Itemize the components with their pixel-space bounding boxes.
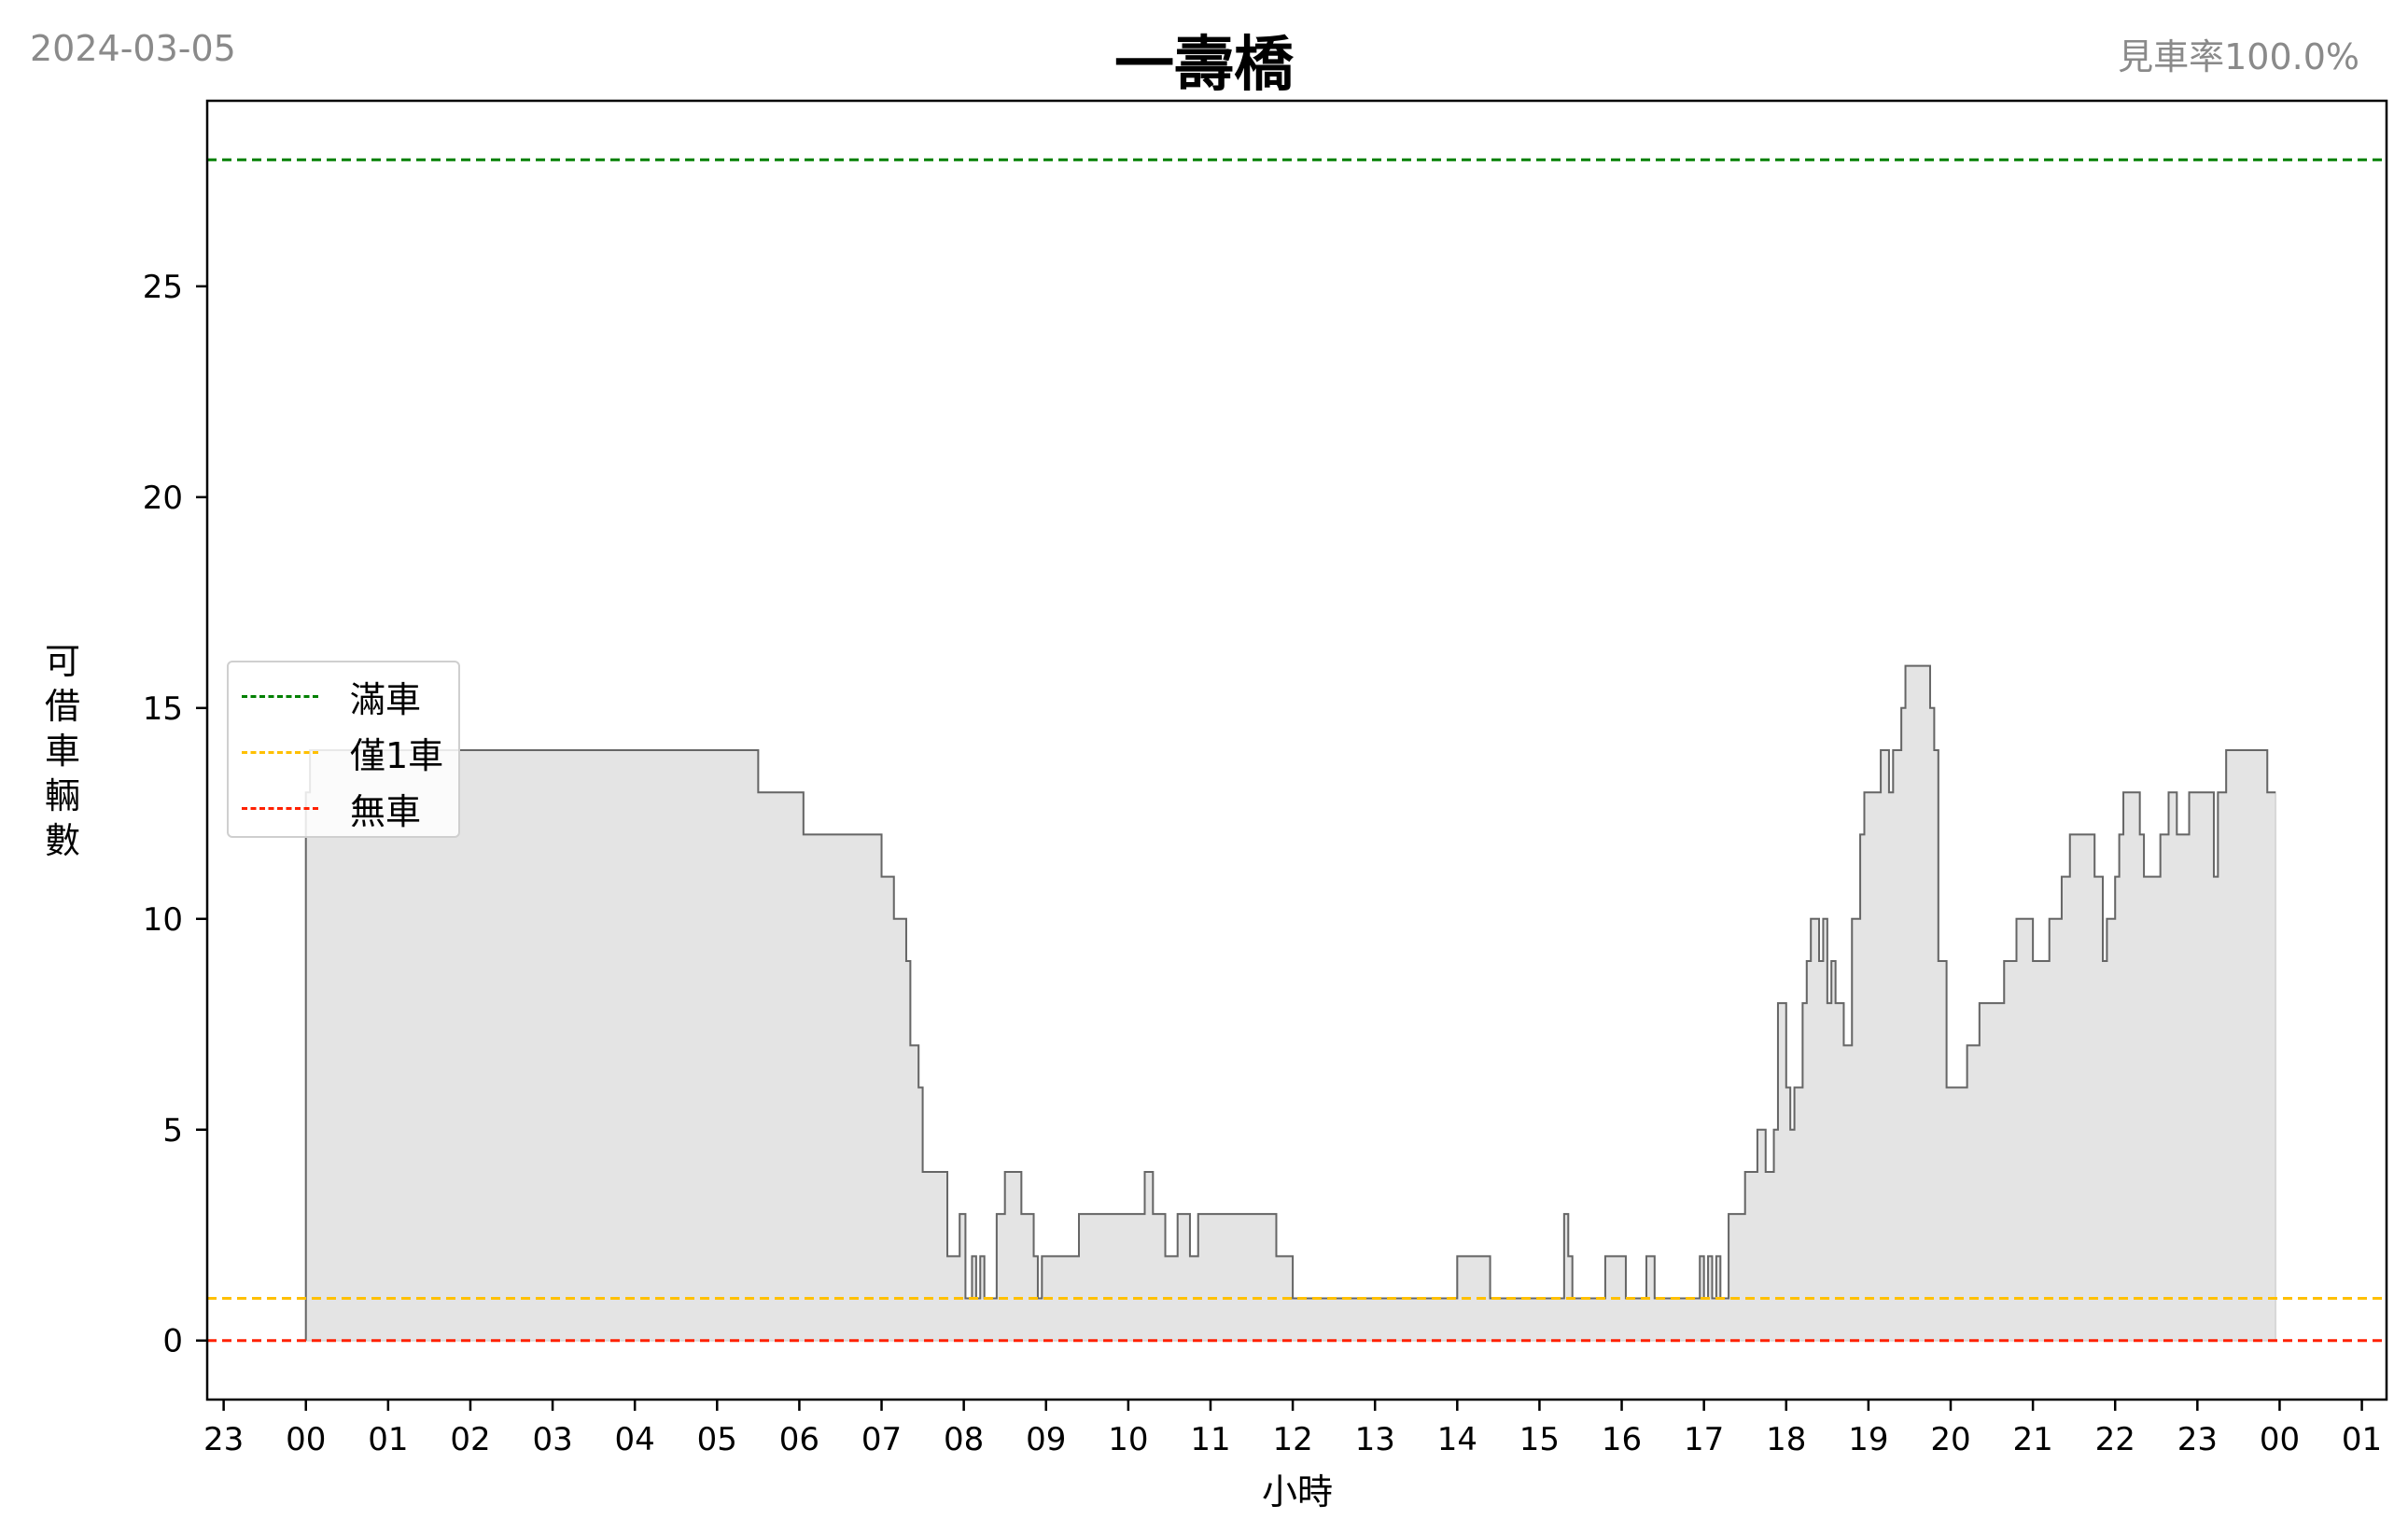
y-axis-label-char: 可 (44, 641, 80, 682)
x-tick-label: 16 (1602, 1421, 1642, 1458)
x-tick-label: 15 (1519, 1421, 1560, 1458)
x-tick-label: 09 (1026, 1421, 1066, 1458)
legend-label-one: 僅1車 (350, 734, 444, 776)
x-tick-label: 17 (1684, 1421, 1724, 1458)
x-tick-label: 00 (286, 1421, 326, 1458)
y-tick-label: 5 (162, 1112, 183, 1150)
y-axis-label-char: 借 (44, 686, 80, 727)
x-tick-label: 21 (2012, 1421, 2052, 1458)
x-tick-label: 08 (944, 1421, 984, 1458)
legend: 滿車 僅1車 無車 (227, 661, 460, 838)
x-tick-label: 23 (203, 1421, 244, 1458)
legend-label-full: 滿車 (350, 678, 422, 720)
y-tick-label: 0 (162, 1323, 183, 1360)
x-tick-label: 13 (1355, 1421, 1395, 1458)
x-tick-label: 22 (2095, 1421, 2135, 1458)
y-tick-label: 10 (143, 901, 183, 939)
y-tick-label: 25 (143, 269, 183, 306)
x-tick-label: 14 (1437, 1421, 1477, 1458)
y-tick-label: 15 (143, 690, 183, 728)
x-tick-label: 02 (450, 1421, 490, 1458)
x-tick-label: 00 (2260, 1421, 2300, 1458)
y-axis-label-char: 輛 (44, 775, 80, 816)
legend-swatch-full (242, 694, 318, 698)
legend-item-empty: 無車 (242, 782, 421, 834)
x-tick-label: 01 (368, 1421, 408, 1458)
x-tick-label: 05 (697, 1421, 737, 1458)
x-tick-label: 01 (2342, 1421, 2382, 1458)
legend-swatch-one (242, 750, 318, 754)
legend-swatch-empty (242, 806, 318, 810)
x-tick-label: 10 (1108, 1421, 1148, 1458)
x-tick-label: 03 (532, 1421, 572, 1458)
chart-title: 一壽橋 (1114, 31, 1294, 100)
x-tick-label: 18 (1766, 1421, 1806, 1458)
availability-rate: 見車率100.0% (2118, 36, 2359, 77)
x-tick-label: 20 (1930, 1421, 1970, 1458)
x-tick-label: 19 (1848, 1421, 1888, 1458)
date-label: 2024-03-05 (30, 28, 236, 69)
x-tick-label: 23 (2177, 1421, 2218, 1458)
legend-item-full: 滿車 (242, 670, 421, 722)
y-tick-label: 20 (143, 480, 183, 517)
x-tick-label: 11 (1190, 1421, 1230, 1458)
plot-frame (205, 99, 2388, 1401)
x-tick-label: 12 (1272, 1421, 1312, 1458)
legend-label-empty: 無車 (350, 790, 422, 832)
x-tick-label: 07 (861, 1421, 902, 1458)
y-axis-label-char: 車 (44, 731, 80, 772)
y-axis-label: 可借車輛數 (39, 639, 86, 863)
y-axis-label-char: 數 (44, 820, 80, 861)
x-tick-label: 06 (779, 1421, 819, 1458)
x-axis-label: 小時 (1261, 1471, 1333, 1512)
legend-item-one: 僅1車 (242, 726, 443, 778)
x-tick-label: 04 (615, 1421, 655, 1458)
